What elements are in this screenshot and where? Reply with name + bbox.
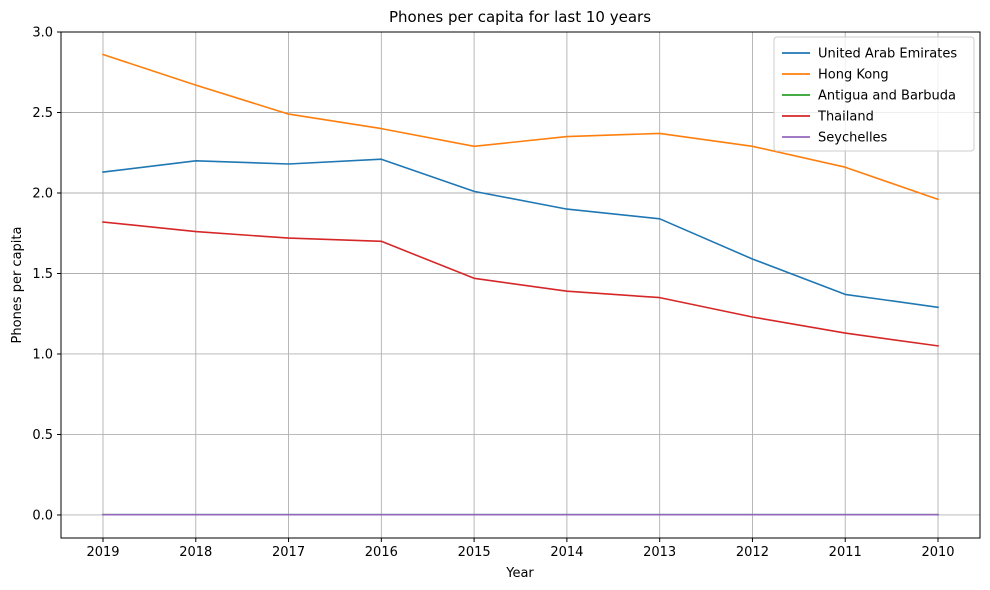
x-tick-label: 2015: [458, 545, 491, 560]
legend-label: Hong Kong: [818, 68, 889, 83]
legend-box: [773, 36, 975, 152]
y-tick-label: 2.0: [32, 186, 53, 201]
series-lines: [101, 53, 940, 516]
legend-label: Antigua and Barbuda: [818, 89, 956, 104]
legend-label: United Arab Emirates: [818, 47, 957, 62]
series-line-hong-kong: [101, 53, 940, 201]
x-tick-label: 2014: [550, 545, 583, 560]
y-tick-label: 2.5: [32, 106, 53, 121]
x-axis-label: Year: [505, 566, 534, 581]
y-tick-label: 0.5: [32, 428, 53, 443]
y-axis-label: Phones per capita: [10, 227, 25, 344]
x-axis-ticks: 2019 2018 2017 2016 2015 2014 2013 2012 2011 2010: [86, 538, 955, 560]
legend-label: Thailand: [817, 110, 874, 125]
legend: United Arab Emirates Hong Kong Antigua and…: [773, 36, 975, 152]
y-tick-label: 0.0: [32, 508, 53, 523]
x-tick-label: 2018: [179, 545, 212, 560]
x-tick-label: 2013: [643, 545, 676, 560]
series-line-united-arab-emirates: [102, 158, 939, 309]
chart-title: Phones per capita for last 10 years: [389, 8, 651, 26]
x-tick-label: 2011: [829, 545, 862, 560]
y-tick-label: 1.0: [32, 347, 53, 362]
y-tick-label: 3.0: [32, 26, 53, 41]
x-tick-label: 2017: [272, 545, 305, 560]
series-line-thailand: [102, 221, 939, 347]
legend-label: Seychelles: [818, 131, 888, 146]
y-tick-label: 1.5: [32, 267, 53, 282]
x-tick-label: 2019: [86, 545, 119, 560]
y-axis-ticks: 0.0 0.5 1.0 1.5 2.0 2.5 3.0: [32, 26, 61, 523]
x-tick-label: 2012: [736, 545, 769, 560]
x-tick-label: 2010: [921, 545, 954, 560]
x-tick-label: 2016: [365, 545, 398, 560]
plot-frame: [60, 31, 981, 539]
